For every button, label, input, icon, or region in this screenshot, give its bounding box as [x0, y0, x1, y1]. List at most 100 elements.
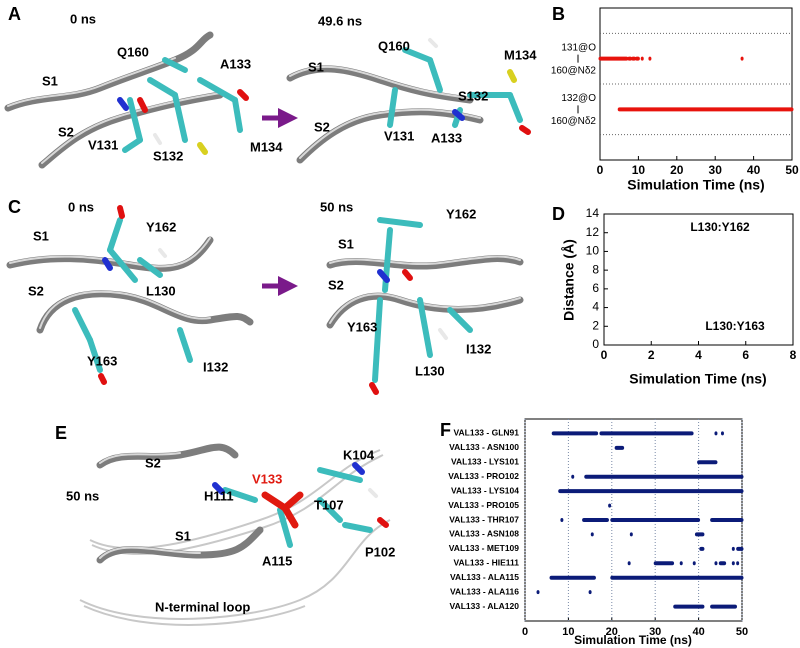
event-mark — [673, 604, 705, 609]
y-category-label: VAL133 - ALA116 — [450, 586, 519, 596]
panel-letter: F — [440, 420, 451, 440]
series-label: L130:Y162 — [690, 220, 750, 234]
panel-letter: C — [8, 197, 21, 217]
y-category-label: VAL133 - HIE111 — [453, 558, 519, 568]
residue-label: Q160 — [117, 44, 149, 59]
residue-label: A115 — [262, 553, 292, 568]
x-tick-label: 0 — [522, 626, 528, 638]
x-tick-label: 8 — [790, 348, 797, 362]
x-tick-label: 0 — [597, 163, 604, 177]
panel-letter: B — [552, 4, 565, 24]
strand-label: S1 — [338, 236, 354, 251]
event-mark — [710, 518, 744, 522]
strand-label: S2 — [145, 455, 161, 470]
x-tick-label: 20 — [670, 163, 684, 177]
residue-label: Y163 — [87, 353, 117, 368]
loop-label: N-terminal loop — [155, 599, 250, 614]
y-category-label: VAL133 - PRO105 — [448, 500, 519, 510]
event-mark — [714, 431, 718, 436]
event-mark — [714, 561, 718, 566]
residue-label: H111 — [204, 488, 234, 503]
event-mark — [588, 590, 592, 595]
strand-label: S2 — [328, 277, 344, 292]
y-category-label: VAL133 - PRO102 — [448, 471, 519, 481]
strand-label: S1 — [308, 59, 324, 74]
residue-label: A133 — [220, 56, 251, 71]
event-mark — [610, 518, 701, 522]
residue-label: K104 — [343, 447, 375, 462]
x-axis-label: Simulation Time (ns) — [574, 633, 692, 647]
event-mark — [608, 503, 612, 508]
event-mark — [558, 489, 744, 494]
y-tick-label: 12 — [586, 225, 600, 239]
y-category-label: VAL133 - THR107 — [449, 514, 519, 524]
x-tick-label: 20 — [606, 626, 618, 638]
event-mark — [582, 518, 609, 522]
event-mark — [720, 431, 724, 436]
molecule-art — [6, 205, 524, 395]
event-mark — [679, 561, 683, 566]
molecule-art — [4, 31, 531, 169]
event-mark — [699, 546, 705, 551]
event-mark — [617, 107, 794, 112]
panel-letter: A — [8, 4, 21, 24]
event-mark — [694, 532, 705, 537]
x-tick-label: 40 — [692, 626, 704, 638]
y-tick-label: 6 — [592, 281, 599, 295]
event-mark — [640, 56, 644, 61]
x-tick-label: 2 — [648, 348, 655, 362]
time-label: 49.6 ns — [318, 13, 362, 28]
y-category-label: VAL133 - LYS101 — [451, 457, 519, 467]
x-tick-label: 40 — [747, 163, 761, 177]
event-mark — [653, 561, 675, 566]
panel-letter: D — [552, 204, 565, 224]
y-category-label: VAL133 - ASN100 — [449, 442, 519, 452]
y-axis-label: Distance (Å) — [561, 239, 577, 321]
y-tick-label: 0 — [592, 337, 599, 351]
y-category-label: VAL133 - LYS104 — [451, 485, 519, 495]
time-label: 0 ns — [68, 199, 94, 214]
time-label: 50 ns — [66, 488, 99, 503]
x-tick-label: 0 — [601, 348, 608, 362]
time-label: 0 ns — [70, 11, 96, 26]
residue-label: Y162 — [146, 219, 176, 234]
residue-label: S132 — [153, 148, 183, 163]
x-tick-label: 10 — [562, 626, 574, 638]
strand-label: S2 — [28, 283, 44, 298]
residue-label: L130 — [146, 283, 176, 298]
strand-label: S1 — [33, 228, 49, 243]
event-mark — [549, 575, 596, 580]
panel-letter: E — [55, 423, 67, 443]
y-category-label: 131@O — [561, 42, 596, 53]
residue-label: Y163 — [347, 319, 377, 334]
event-mark — [648, 56, 652, 61]
series-label: L130:Y163 — [705, 319, 765, 333]
event-mark — [560, 518, 564, 522]
event-mark — [634, 56, 640, 61]
residue-label: I132 — [203, 359, 228, 374]
x-tick-label: 10 — [632, 163, 646, 177]
x-axis-label: Simulation Time (ns) — [627, 177, 764, 193]
x-tick-label: 30 — [649, 626, 661, 638]
event-mark — [590, 532, 594, 537]
residue-label: Y162 — [446, 206, 476, 221]
strand-label: S2 — [58, 124, 74, 139]
y-category-label: 132@O — [561, 93, 596, 104]
event-mark — [731, 561, 735, 566]
x-axis-label: Simulation Time (ns) — [629, 371, 766, 387]
y-category-label: 160@Nδ2 — [551, 65, 597, 76]
event-mark — [697, 460, 718, 465]
time-label: 50 ns — [320, 199, 353, 214]
y-category-label: VAL133 - GLN91 — [453, 428, 519, 438]
residue-label: M134 — [504, 47, 537, 62]
residue-label: V131 — [88, 137, 118, 152]
event-mark — [731, 546, 735, 551]
y-tick-label: 4 — [592, 300, 599, 314]
residue-label: V133 — [252, 471, 282, 486]
y-category-label: VAL133 - ASN108 — [449, 529, 519, 539]
residue-label: V131 — [384, 128, 414, 143]
event-mark — [631, 56, 637, 61]
event-mark — [571, 474, 575, 479]
x-tick-label: 50 — [785, 163, 799, 177]
